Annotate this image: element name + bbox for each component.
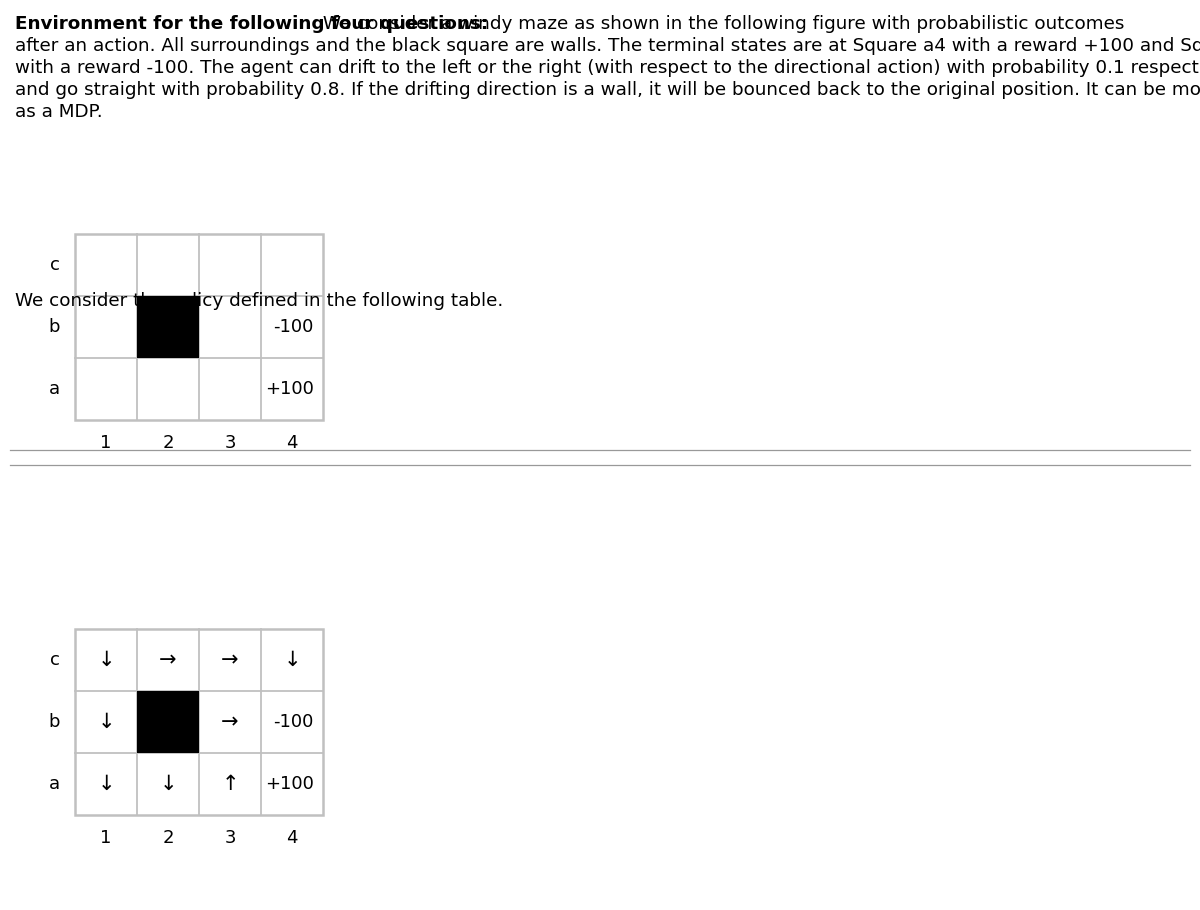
Text: as a MDP.: as a MDP.: [14, 103, 103, 121]
Text: ↓: ↓: [97, 650, 115, 670]
Text: +100: +100: [265, 380, 313, 398]
Bar: [74, 234, 323, 420]
Text: ↓: ↓: [97, 774, 115, 794]
Bar: [137, 691, 199, 753]
Text: and go straight with probability 0.8. If the drifting direction is a wall, it wi: and go straight with probability 0.8. If…: [14, 81, 1200, 99]
Text: 3: 3: [224, 434, 235, 452]
Text: after an action. All surroundings and the black square are walls. The terminal s: after an action. All surroundings and th…: [14, 37, 1200, 55]
Text: b: b: [48, 318, 60, 336]
Text: 1: 1: [101, 829, 112, 847]
Text: -100: -100: [274, 318, 313, 336]
Text: b: b: [48, 713, 60, 731]
Text: 4: 4: [287, 829, 298, 847]
Text: →: →: [221, 650, 239, 670]
Text: 3: 3: [224, 829, 235, 847]
Text: ↓: ↓: [283, 650, 301, 670]
Text: We consider the policy defined in the following table.: We consider the policy defined in the fo…: [14, 292, 503, 310]
Text: a: a: [49, 775, 60, 793]
Text: c: c: [50, 651, 60, 669]
Text: 2: 2: [162, 829, 174, 847]
Text: -100: -100: [274, 713, 313, 731]
Text: a: a: [49, 380, 60, 398]
Bar: [137, 296, 199, 358]
Text: ↑: ↑: [221, 774, 239, 794]
Text: 2: 2: [162, 434, 174, 452]
Text: c: c: [50, 256, 60, 274]
Text: ↓: ↓: [160, 774, 176, 794]
Text: →: →: [160, 650, 176, 670]
Bar: [74, 629, 323, 815]
Text: with a reward -100. The agent can drift to the left or the right (with respect t: with a reward -100. The agent can drift …: [14, 59, 1200, 77]
Text: We consider a windy maze as shown in the following figure with probabilistic out: We consider a windy maze as shown in the…: [317, 15, 1124, 33]
Text: Environment for the following four questions:: Environment for the following four quest…: [14, 15, 488, 33]
Text: 1: 1: [101, 434, 112, 452]
Text: +100: +100: [265, 775, 313, 793]
Text: 4: 4: [287, 434, 298, 452]
Text: →: →: [221, 712, 239, 732]
Text: ↓: ↓: [97, 712, 115, 732]
